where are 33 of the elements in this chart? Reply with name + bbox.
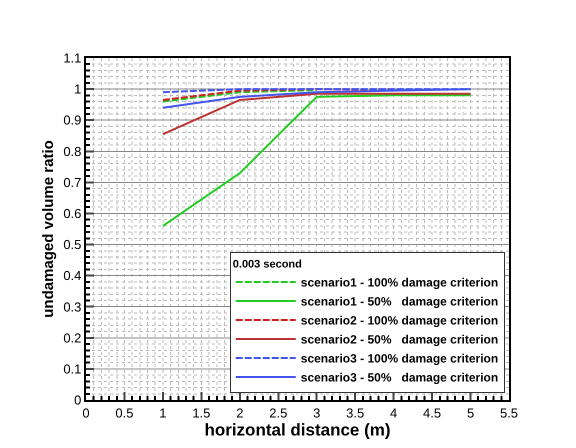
x-tick-label: 1.5 bbox=[192, 406, 210, 421]
y-tick-label: 1.1 bbox=[63, 50, 82, 66]
y-tick-label: 0.2 bbox=[63, 330, 82, 346]
legend-label: scenario3 - 50% damage criterion bbox=[300, 370, 498, 385]
legend-label: scenario2 - 50% damage criterion bbox=[300, 332, 498, 347]
x-tick-label: 0.5 bbox=[115, 406, 134, 421]
x-tick-label: 4 bbox=[390, 406, 398, 421]
y-tick-label: 0.7 bbox=[63, 174, 82, 190]
y-tick-label: 0.3 bbox=[63, 299, 82, 314]
legend-title: 0.003 second bbox=[232, 258, 302, 270]
legend-label: scenario1 - 50% damage criterion bbox=[300, 294, 498, 309]
y-tick-label: 0.6 bbox=[63, 206, 82, 221]
x-tick-label: 3 bbox=[313, 406, 320, 421]
y-tick-label: 0.4 bbox=[63, 268, 82, 284]
y-tick-label: 0.8 bbox=[63, 144, 82, 159]
legend-label: scenario3 - 100% damage criterion bbox=[300, 352, 498, 366]
line-series bbox=[162, 94, 472, 227]
x-tick-label: 2 bbox=[236, 406, 244, 421]
legend-label: scenario1 - 100% damage criterion bbox=[300, 276, 498, 290]
legend-label: scenario2 - 100% damage criterion bbox=[300, 314, 498, 328]
y-tick-label: 0.9 bbox=[63, 112, 82, 128]
y-tick-label: 1 bbox=[74, 82, 82, 97]
x-tick-label: 5 bbox=[466, 406, 474, 421]
y-tick-label: 0 bbox=[74, 392, 82, 408]
x-tick-label: 2.5 bbox=[269, 406, 288, 421]
x-tick-label: 3.5 bbox=[346, 406, 364, 421]
x-tick-label: 1 bbox=[159, 406, 167, 421]
y-tick-label: 0.1 bbox=[63, 361, 82, 376]
x-axis-title: horizontal distance (m) bbox=[204, 420, 391, 440]
y-tick-label: 0.5 bbox=[63, 237, 82, 252]
x-tick-label: 5.5 bbox=[500, 406, 518, 421]
y-axis-title: undamaged volume ratio bbox=[40, 140, 58, 318]
x-tick-label: 4.5 bbox=[423, 406, 442, 421]
